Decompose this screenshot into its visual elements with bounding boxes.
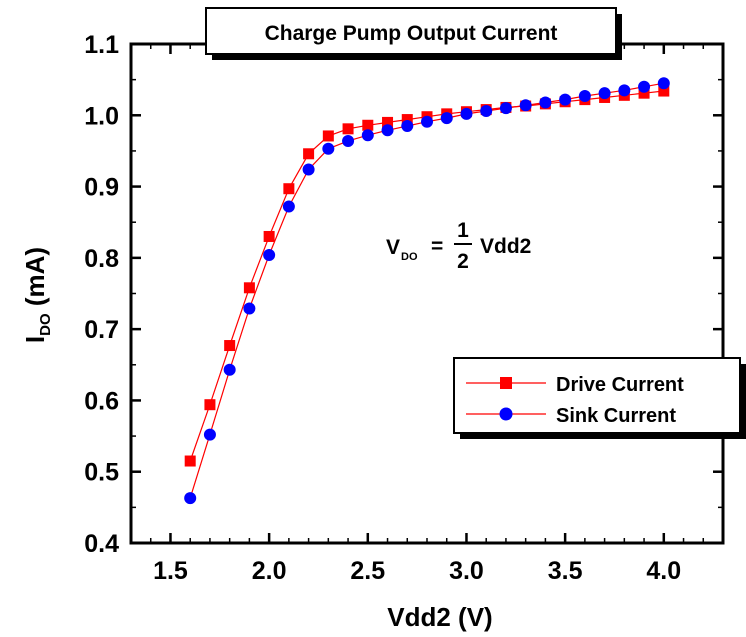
x-tick-label: 3.0	[449, 557, 484, 585]
data-point-sink	[401, 119, 414, 132]
y-tick-label: 0.8	[84, 245, 119, 273]
legend-label-drive: Drive Current	[556, 374, 684, 396]
series-layer	[184, 77, 670, 505]
y-axis-label-rest: (mA)	[20, 247, 50, 313]
data-point-sink	[618, 84, 631, 97]
y-tick-label: 0.9	[84, 174, 119, 202]
title-box-frame	[205, 7, 617, 55]
x-tick-label: 2.5	[350, 557, 385, 585]
data-point-sink	[282, 200, 295, 213]
data-point-drive	[638, 87, 650, 99]
y-tick-label: 1.1	[84, 31, 119, 59]
data-point-sink	[322, 142, 335, 155]
data-point-sink	[460, 107, 473, 120]
y-axis-label: IDO (mA)	[20, 247, 54, 343]
legend: Drive Current Sink Current	[453, 357, 746, 439]
x-tick-label: 2.0	[252, 557, 287, 585]
legend-frame	[453, 357, 741, 434]
data-point-sink	[381, 124, 394, 137]
annotation-denominator: 2	[457, 250, 469, 273]
y-tick-labels: 0.4 0.5 0.6 0.7 0.8 0.9 1.0 1.1	[84, 31, 119, 558]
legend-marker-drive	[500, 377, 512, 389]
data-point-sink	[342, 134, 355, 147]
data-point-drive	[204, 399, 216, 411]
data-point-sink	[361, 129, 374, 142]
data-point-sink	[421, 115, 433, 128]
data-point-drive	[263, 230, 275, 242]
data-point-sink	[578, 90, 591, 103]
annotation-rhs: Vdd2	[480, 235, 531, 258]
data-point-drive	[342, 123, 354, 135]
x-tick-label: 3.5	[548, 557, 583, 585]
data-point-drive	[401, 114, 413, 126]
annotation-numerator: 1	[457, 219, 469, 242]
data-point-drive	[658, 85, 670, 97]
data-point-drive	[224, 340, 236, 352]
data-point-sink	[223, 363, 236, 376]
data-point-sink	[539, 96, 552, 109]
y-axis-label-main: I	[20, 336, 50, 343]
title-box: Charge Pump Output Current	[205, 7, 622, 60]
annotation-lhs: V	[386, 236, 400, 259]
data-point-sink	[480, 105, 493, 118]
data-point-drive	[283, 183, 295, 195]
data-point-drive	[322, 130, 334, 142]
data-point-drive	[184, 455, 196, 467]
data-point-drive	[243, 282, 255, 294]
data-point-sink	[519, 99, 532, 112]
y-tick-label: 1.0	[84, 102, 119, 130]
data-point-drive	[362, 119, 374, 131]
y-tick-label: 0.6	[84, 387, 119, 415]
data-point-sink	[243, 302, 256, 315]
data-point-sink	[499, 102, 512, 115]
legend-label-sink: Sink Current	[556, 405, 676, 427]
data-point-sink	[203, 428, 216, 441]
annotation-eq: =	[431, 235, 443, 258]
x-axis-label: Vdd2 (V)	[387, 602, 492, 632]
annotation-lhs-sub: DO	[401, 251, 418, 263]
data-point-sink	[440, 112, 453, 125]
data-point-sink	[638, 80, 651, 93]
data-point-sink	[263, 249, 276, 262]
y-axis-label-sub: DO	[37, 313, 54, 336]
x-tick-label: 1.5	[153, 557, 188, 585]
data-point-sink	[302, 163, 315, 176]
y-tick-label: 0.4	[84, 530, 119, 558]
annotation: V DO = 1 2 Vdd2	[386, 219, 531, 273]
data-point-sink	[657, 77, 670, 90]
data-point-sink	[184, 492, 197, 505]
legend-marker-sink	[499, 407, 513, 421]
data-point-sink	[559, 93, 572, 106]
y-tick-label: 0.5	[84, 459, 119, 487]
x-tick-label: 4.0	[646, 557, 681, 585]
x-tick-labels: 1.5 2.0 2.5 3.0 3.5 4.0	[153, 557, 681, 585]
chart-title: Charge Pump Output Current	[265, 22, 558, 45]
data-point-drive	[382, 116, 394, 128]
data-point-sink	[598, 87, 611, 100]
y-tick-label: 0.7	[84, 316, 119, 344]
data-point-drive	[303, 148, 315, 160]
